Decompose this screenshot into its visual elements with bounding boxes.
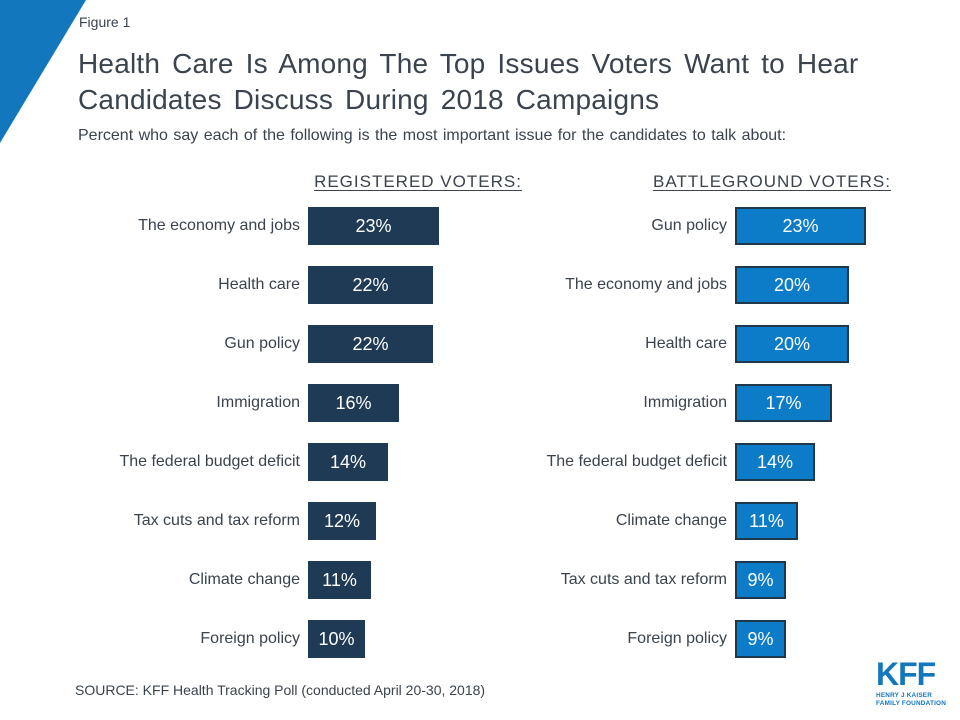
kff-logo: KFF HENRY J KAISER FAMILY FOUNDATION: [876, 658, 946, 707]
bar-value: 22%: [352, 333, 389, 354]
bar-value: 10%: [318, 628, 355, 649]
bar-row: Health care 20%: [490, 325, 950, 363]
bar-row: Immigration 17%: [490, 384, 950, 422]
bar-row: Health care 22%: [30, 266, 490, 304]
page-title-line1: Health Care Is Among The Top Issues Vote…: [78, 48, 859, 79]
bar-row: Climate change 11%: [30, 561, 490, 599]
bar: 10%: [308, 620, 365, 658]
figure-label: Figure 1: [79, 14, 131, 30]
bar-label: Health care: [218, 276, 300, 293]
bar-label: Tax cuts and tax reform: [560, 571, 727, 588]
kff-logo-subline2: FAMILY FOUNDATION: [876, 699, 947, 707]
bar: 22%: [308, 325, 433, 363]
bar: 23%: [735, 207, 866, 245]
bar: 17%: [735, 384, 832, 422]
bar: 11%: [308, 561, 371, 599]
bar-label: Immigration: [643, 394, 727, 411]
bar-row: Climate change 11%: [490, 502, 950, 540]
bar-row: Foreign policy 10%: [30, 620, 490, 658]
bar: 11%: [735, 502, 798, 540]
bar-value: 11%: [749, 510, 784, 531]
bar: 22%: [308, 266, 433, 304]
kff-logo-subline1: HENRY J KAISER: [876, 692, 933, 699]
bar-row: Tax cuts and tax reform 12%: [30, 502, 490, 540]
bar: 16%: [308, 384, 399, 422]
bar-label: The economy and jobs: [138, 217, 300, 234]
column-header-registered-voters: REGISTERED VOTERS:: [314, 172, 522, 191]
bar-label: Climate change: [188, 571, 300, 588]
bar-value: 14%: [329, 451, 367, 472]
bar-value: 16%: [335, 392, 372, 413]
bar: 20%: [735, 325, 849, 363]
column-header-battleground-voters: BATTLEGROUND VOTERS:: [653, 172, 891, 191]
bar-value: 20%: [773, 333, 811, 354]
bar-row: Gun policy 23%: [490, 207, 950, 245]
bar-value: 23%: [355, 215, 392, 236]
source-note: SOURCE: KFF Health Tracking Poll (conduc…: [75, 682, 486, 698]
bar-label: Tax cuts and tax reform: [133, 512, 300, 529]
bar-value: 17%: [765, 392, 802, 413]
bar: 9%: [735, 620, 786, 658]
bar-label: Foreign policy: [627, 630, 727, 647]
bar-label: Immigration: [216, 394, 300, 411]
bar-label: The federal budget deficit: [119, 453, 300, 470]
bar-label: Climate change: [615, 512, 727, 529]
bar-row: Gun policy 22%: [30, 325, 490, 363]
bar-row: The economy and jobs 20%: [490, 266, 950, 304]
bar-label: Foreign policy: [200, 630, 300, 647]
bar: 14%: [308, 443, 388, 481]
registered-voters-bar-chart: The economy and jobs 23% Health care 22% Gun…: [30, 207, 490, 679]
bar-row: Immigration 16%: [30, 384, 490, 422]
bar-label: Gun policy: [651, 217, 727, 234]
bar-value: 11%: [322, 569, 357, 590]
bar-value: 23%: [782, 215, 819, 236]
bar-value: 9%: [747, 569, 774, 590]
page-title-line2: Candidates Discuss During 2018 Campaigns: [78, 84, 660, 115]
corner-accent-triangle: [0, 0, 86, 143]
bar: 12%: [308, 502, 376, 540]
bar: 14%: [735, 443, 815, 481]
bar: 9%: [735, 561, 786, 599]
bar-row: Tax cuts and tax reform 9%: [490, 561, 950, 599]
bar-label: Gun policy: [224, 335, 300, 352]
bar: 20%: [735, 266, 849, 304]
bar-value: 12%: [323, 510, 361, 531]
bar-row: The economy and jobs 23%: [30, 207, 490, 245]
bar-value: 14%: [756, 451, 794, 472]
bar-value: 22%: [352, 274, 389, 295]
bar-label: The federal budget deficit: [546, 453, 727, 470]
page-title: Health Care Is Among The Top Issues Vote…: [78, 46, 858, 118]
battleground-voters-bar-chart: Gun policy 23% The economy and jobs 20% Heal…: [490, 207, 950, 679]
bar-label: Health care: [645, 335, 727, 352]
kff-logo-wordmark: KFF: [876, 656, 936, 692]
bar: 23%: [308, 207, 439, 245]
bar-label: The economy and jobs: [565, 276, 727, 293]
bar-value: 20%: [773, 274, 811, 295]
bar-value: 9%: [747, 628, 774, 649]
bar-row: The federal budget deficit 14%: [490, 443, 950, 481]
bar-row: Foreign policy 9%: [490, 620, 950, 658]
chart-subtitle: Percent who say each of the following is…: [78, 127, 787, 144]
bar-row: The federal budget deficit 14%: [30, 443, 490, 481]
